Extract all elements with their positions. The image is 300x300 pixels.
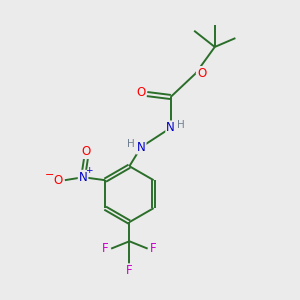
Text: H: H <box>127 139 135 149</box>
Text: F: F <box>102 242 109 255</box>
Text: −: − <box>45 170 54 180</box>
Text: N: N <box>166 122 175 134</box>
Text: O: O <box>197 67 206 80</box>
Text: O: O <box>81 145 91 158</box>
Text: N: N <box>137 141 146 154</box>
Text: H: H <box>177 120 185 130</box>
Text: F: F <box>126 264 133 277</box>
Text: F: F <box>150 242 157 255</box>
Text: +: + <box>85 166 92 175</box>
Text: O: O <box>54 174 63 187</box>
Text: N: N <box>79 171 88 184</box>
Text: O: O <box>136 86 145 99</box>
